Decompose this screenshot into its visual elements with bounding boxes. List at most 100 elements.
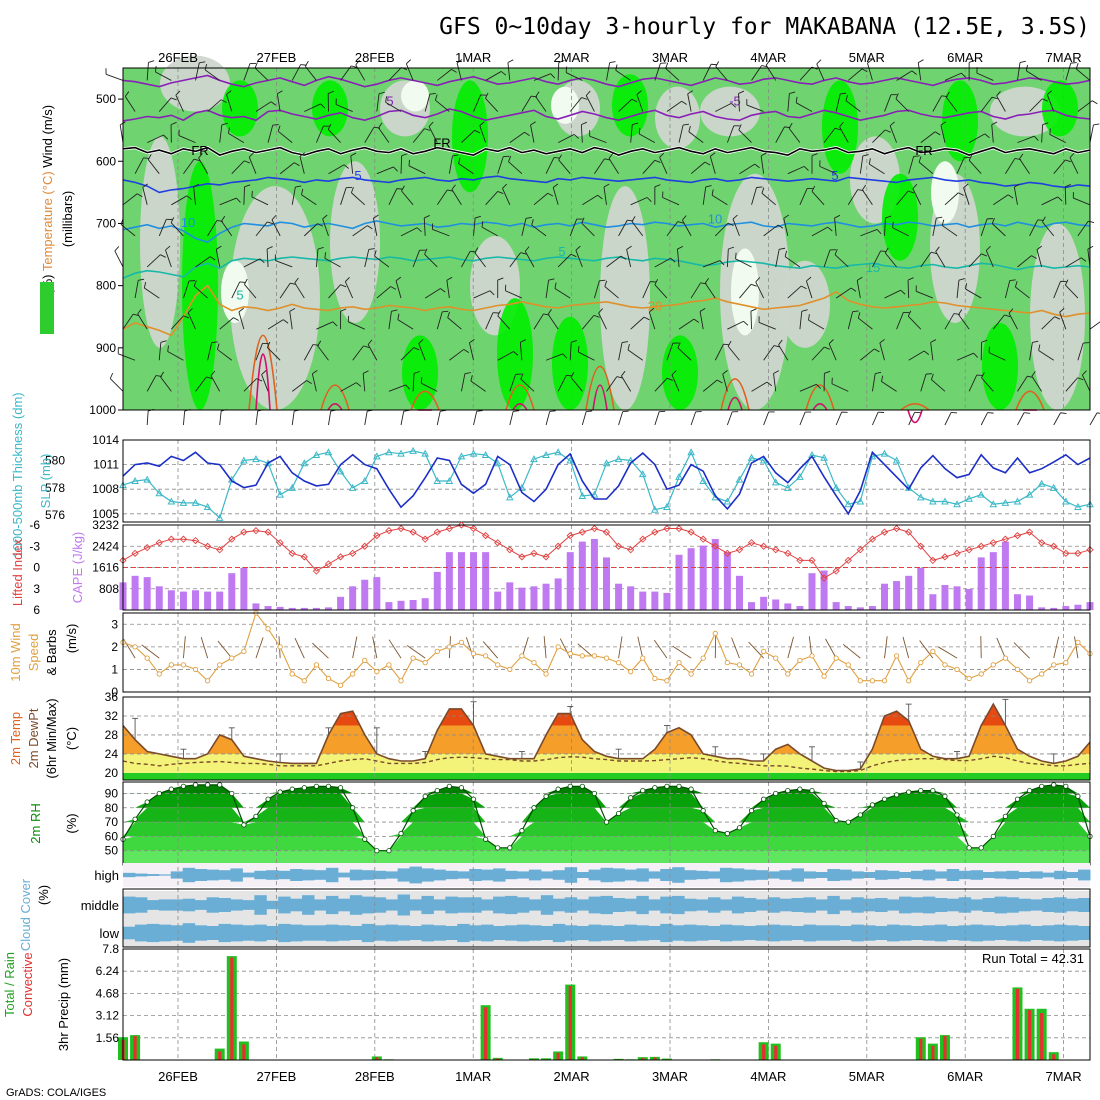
wind-barb-flag	[677, 342, 681, 349]
wind-barb-flag	[981, 253, 988, 257]
cape-bar	[409, 600, 417, 610]
li-point	[723, 549, 732, 557]
thickness-point	[336, 467, 345, 475]
wind-barb-flag	[497, 310, 501, 316]
wind-barb	[210, 375, 221, 392]
rh-humid-area	[1042, 80, 1078, 137]
date-label-bottom: 6MAR	[947, 1069, 983, 1084]
wind-barb-flag	[440, 409, 447, 412]
wind-barb	[944, 412, 952, 426]
li-point	[1038, 539, 1046, 547]
wind-barb-flag	[824, 370, 831, 374]
wind-barb	[502, 188, 511, 205]
wind-barb-flag	[429, 93, 436, 95]
wind-barb-flag	[558, 154, 562, 161]
rh-point	[1075, 793, 1081, 799]
wind-barb	[799, 383, 817, 392]
wind-barb-flag	[991, 121, 998, 126]
wind-barb-flag	[834, 127, 841, 131]
wind10-ylabel: 10m Wind	[8, 623, 23, 682]
wind-barb	[557, 253, 572, 268]
wind-barb	[872, 412, 879, 426]
wind-barb-flag	[456, 59, 463, 64]
rh-point	[893, 792, 900, 798]
cloud-fraction-bar	[660, 896, 673, 914]
wind-barb	[317, 345, 329, 361]
cloud-fraction-bar	[779, 925, 793, 941]
wind-barb-flag	[570, 253, 577, 258]
precip-tick-label: 6.24	[96, 964, 120, 978]
wind-barb-flag	[958, 309, 963, 315]
thickness-point	[663, 502, 671, 510]
wind-barb	[847, 189, 859, 206]
rh-dry-area	[140, 136, 180, 348]
wind-barb-flag	[324, 252, 327, 259]
wind-barb	[654, 377, 668, 392]
cloud-fraction-bar	[540, 895, 554, 915]
wind-barb-flag	[728, 246, 735, 250]
wind-barb-flag	[524, 131, 530, 137]
cape-bar	[1074, 604, 1082, 610]
cloud-fraction-bar	[361, 870, 375, 880]
wind-barb-flag	[727, 222, 734, 226]
wind-barb-flag	[646, 197, 652, 203]
wind-barb	[1065, 377, 1078, 392]
wind-barb	[170, 222, 184, 237]
cloud-fraction-bar	[982, 872, 995, 878]
cloud-fraction-bar	[302, 925, 315, 941]
wind-barb-flag	[362, 370, 369, 374]
wind-barb	[606, 376, 618, 392]
thickness-point	[590, 490, 599, 498]
cloud-fraction-bar	[767, 897, 781, 913]
wind-barb-flag	[261, 370, 267, 375]
thickness-point	[977, 490, 986, 498]
rh-point	[1026, 787, 1033, 794]
wind-barb	[714, 222, 729, 237]
cape-bar	[397, 600, 405, 610]
cloud-fraction-bar	[1006, 870, 1019, 880]
wind-barb	[761, 192, 777, 206]
wind-barb	[709, 156, 716, 174]
slp-tick-label: 1005	[92, 507, 119, 521]
wind10-point	[579, 653, 585, 659]
thickness-point	[421, 449, 430, 457]
cloud-fraction-bar	[469, 869, 482, 881]
wind-barb	[509, 131, 525, 143]
cloud-fraction-bar	[564, 867, 578, 883]
wind-barb-flag	[270, 101, 277, 106]
date-label-top: 2MAR	[554, 50, 590, 65]
li-point	[989, 539, 997, 547]
wind10-point	[833, 655, 839, 661]
wind-barb	[195, 376, 207, 392]
wind-barb	[618, 98, 633, 112]
wind-barb-flag	[355, 59, 360, 66]
li-point	[252, 527, 260, 535]
wind-barb	[447, 317, 462, 330]
wind-barb	[569, 218, 578, 237]
wind-barb-flag	[507, 59, 514, 63]
wind-barb	[485, 312, 494, 330]
cloud-fraction-bar	[337, 925, 351, 941]
wind-barb-flag	[244, 184, 251, 188]
wind-barb-flag	[345, 277, 350, 282]
cape-bar	[300, 607, 308, 610]
wind-barb	[578, 351, 595, 361]
cloud-fraction-bar	[493, 926, 506, 940]
cape-bar	[312, 607, 320, 610]
precip-convective-bar	[943, 1035, 947, 1060]
li-point	[494, 539, 502, 547]
wind10-barb	[182, 636, 186, 659]
cloud-fraction-bar	[970, 899, 984, 911]
wind-barb-flag	[175, 90, 181, 96]
wind10-point	[398, 678, 404, 684]
thickness-ylabel: 1000-500mb Thickness (dm)	[10, 392, 25, 557]
wind-barb-flag	[671, 370, 677, 376]
wind10-tick-label: 2	[111, 640, 118, 654]
wind-barb-flag	[581, 97, 588, 100]
wind-barb	[193, 186, 196, 205]
cloud-fraction-bar	[719, 924, 733, 942]
wind-barb	[1075, 68, 1091, 81]
cloud-fraction-bar	[934, 924, 948, 942]
thickness-point	[832, 483, 841, 491]
